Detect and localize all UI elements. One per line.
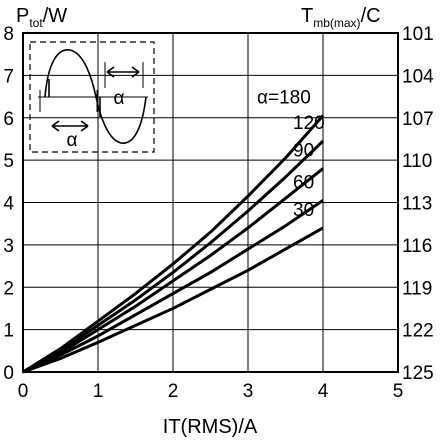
series-line	[22, 199, 324, 374]
y2-tick-label: 116	[402, 236, 432, 257]
y-tick-label: 5	[3, 151, 14, 172]
y2-tick-label: 125	[402, 363, 434, 384]
y-tick-label: 7	[3, 66, 14, 87]
x-tick-labels: 0 1 2 3 4 5	[18, 381, 404, 402]
y-tick-labels: 0 1 2 3 4 5 6 7 8	[3, 24, 14, 384]
series-line	[22, 167, 324, 374]
series-label: 90	[293, 141, 314, 162]
inset-alpha-right: α	[114, 88, 125, 109]
x-tick-label: 3	[243, 381, 254, 402]
x-tick-label: 0	[18, 381, 29, 402]
curve-labels: α=180 120 90 60 30	[257, 88, 325, 221]
inset-frame	[29, 41, 155, 153]
inset-sine-wave	[44, 49, 147, 144]
series-label: 60	[293, 172, 314, 193]
y2-tick-label: 101	[402, 24, 434, 45]
y2-tick-label: 122	[402, 321, 434, 342]
y2-tick-label: 119	[402, 278, 432, 299]
series-label: 30	[293, 200, 314, 221]
x-axis-label: IT(RMS)/A	[163, 416, 258, 438]
x-tick-label: 4	[318, 381, 329, 402]
series-line	[22, 139, 325, 374]
y-tick-label: 2	[3, 278, 14, 299]
series-label: α=180	[257, 88, 311, 109]
y2-tick-label: 107	[402, 109, 434, 130]
plot-frame	[22, 32, 399, 373]
series-line	[22, 226, 324, 374]
inset-arrow-right	[106, 66, 140, 78]
y2-axis-label: Tmb(max)/C	[301, 5, 381, 30]
series-label: 120	[293, 113, 325, 134]
y2-tick-label: 113	[402, 194, 432, 215]
y-tick-label: 6	[3, 109, 14, 130]
y2-tick-label: 110	[402, 151, 432, 172]
y-tick-label: 8	[3, 24, 14, 45]
curves	[22, 114, 325, 374]
x-tick-label: 2	[168, 381, 179, 402]
x-tick-label: 1	[93, 381, 104, 402]
y-axis-label: Ptot/W	[16, 5, 67, 30]
grid	[23, 33, 398, 372]
y2-tick-labels: 101 104 107 110 113 116 119 122 125	[402, 24, 434, 384]
y-tick-label: 3	[3, 236, 14, 257]
y-tick-label: 0	[3, 363, 14, 384]
waveform-inset: α α	[29, 41, 155, 153]
y-tick-label: 1	[3, 321, 14, 342]
inset-alpha-left: α	[67, 130, 78, 151]
series-line	[22, 114, 325, 374]
x-tick-label: 5	[393, 381, 404, 402]
inset-arrow-left	[51, 120, 89, 132]
y-tick-label: 4	[3, 194, 14, 215]
y2-tick-label: 104	[402, 66, 434, 87]
